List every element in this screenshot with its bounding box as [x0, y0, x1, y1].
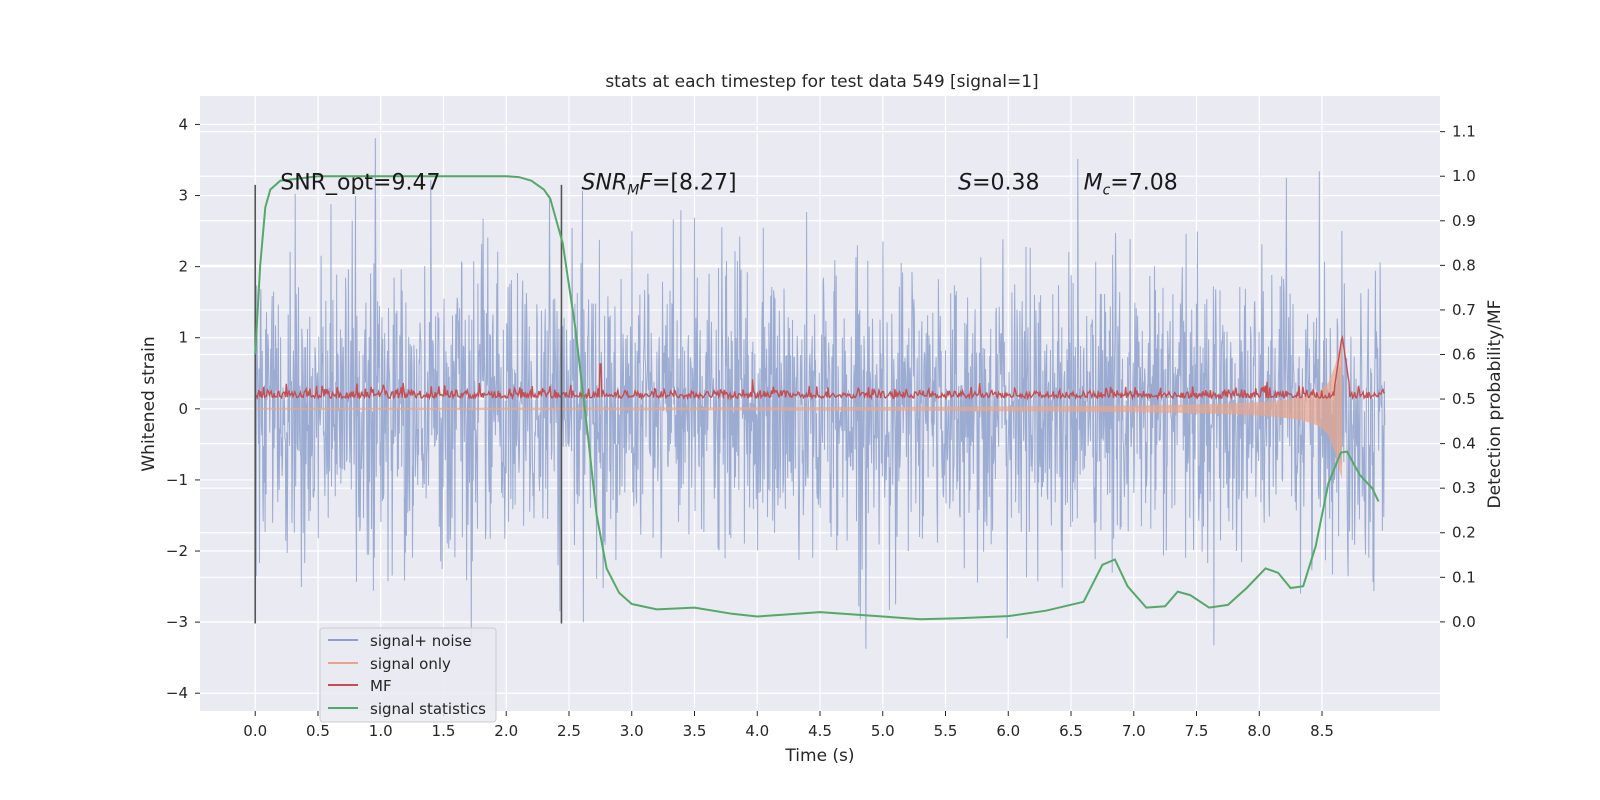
- y-right-tick-label-5: 0.6: [1452, 345, 1476, 363]
- y-left-tick-label-8: −4: [166, 684, 188, 702]
- y-left-tick-label-1: 3: [178, 187, 188, 205]
- x-tick-label-4: 2.0: [494, 722, 518, 740]
- x-tick-label-6: 3.0: [620, 722, 644, 740]
- annotation-s-value: =0.38: [972, 170, 1039, 195]
- x-tick-label-12: 6.0: [996, 722, 1020, 740]
- vertical-markers: [254, 184, 563, 624]
- x-tick-label-7: 3.5: [683, 722, 707, 740]
- y-axis-label-left: Whitened strain: [139, 336, 159, 471]
- y-right-tick-label-3: 0.8: [1452, 256, 1476, 274]
- x-tick-label-13: 6.5: [1059, 722, 1083, 740]
- annotation-snr-mf-var: SNR: [582, 170, 628, 195]
- x-tick-label-1: 0.5: [306, 722, 330, 740]
- y-left-tick-label-4: 0: [178, 400, 188, 418]
- x-tick-label-15: 7.5: [1185, 722, 1209, 740]
- signal-noise-line: [254, 138, 1386, 649]
- y-right-tick-label-11: 0.0: [1452, 613, 1476, 631]
- y-left-tick-label-7: −3: [166, 613, 188, 631]
- legend-box: [319, 627, 497, 723]
- y-right-tick-label-6: 0.5: [1452, 390, 1476, 408]
- x-tick-label-14: 7.0: [1122, 722, 1146, 740]
- y-left-tick-label-5: −1: [166, 471, 188, 489]
- annotation-s: S=0.38: [958, 170, 1039, 195]
- legend-label-signal-only: signal only: [370, 655, 451, 673]
- x-tick-label-17: 8.5: [1310, 722, 1334, 740]
- y-right-tick-label-0: 1.1: [1452, 123, 1476, 141]
- x-tick-label-16: 8.0: [1247, 722, 1271, 740]
- x-tick-label-2: 1.0: [369, 722, 393, 740]
- legend-label-signal-statistics: signal statistics: [370, 700, 486, 718]
- signal-noise-series: [254, 138, 1386, 649]
- signal-only-series: [255, 337, 1343, 480]
- annotation-mc-var: M: [1084, 170, 1103, 195]
- right-axis-ticks: 1.1 1.0 0.9 0.8 0.7 0.6 0.5 0.4 0.3 0.2 0.1 0.0: [1440, 123, 1476, 631]
- y-left-tick-label-6: −2: [166, 542, 188, 560]
- y-right-tick-label-4: 0.7: [1452, 301, 1476, 319]
- x-tick-label-11: 5.5: [934, 722, 958, 740]
- y-right-tick-label-9: 0.2: [1452, 524, 1476, 542]
- y-left-tick-label-0: 4: [178, 115, 188, 133]
- mf-series: [254, 334, 1385, 401]
- x-axis-ticks: 0.0 0.5 1.0 1.5 2.0 2.5 3.0 3.5 4.0 4.5 5.0 5.5 6.0 6…: [243, 711, 1334, 740]
- y-right-tick-label-2: 0.9: [1452, 212, 1476, 230]
- y-left-tick-label-2: 2: [178, 258, 188, 276]
- x-tick-label-10: 5.0: [871, 722, 895, 740]
- y-axis-label-right: Detection probability/MF: [1485, 300, 1505, 509]
- y-right-tick-label-8: 0.3: [1452, 479, 1476, 497]
- legend: signal+ noise signal only MF signal stat…: [319, 627, 497, 723]
- mf-line: [254, 334, 1385, 401]
- y-right-tick-label-10: 0.1: [1452, 568, 1476, 586]
- left-axis-ticks: 4 3 2 1 0 −1 −2 −3 −4: [166, 115, 200, 702]
- y-right-tick-label-1: 1.0: [1452, 167, 1476, 185]
- legend-label-mf: MF: [370, 677, 392, 695]
- x-tick-label-8: 4.0: [745, 722, 769, 740]
- annotation-snr-mf-sub: M: [627, 182, 639, 198]
- x-tick-label-0: 0.0: [243, 722, 267, 740]
- annotation-mc-sub: c: [1103, 182, 1111, 198]
- x-tick-label-3: 1.5: [432, 722, 456, 740]
- annotation-snr-mf-value: =[8.27]: [652, 170, 737, 195]
- x-axis-label: Time (s): [784, 746, 854, 766]
- x-tick-label-9: 4.5: [808, 722, 832, 740]
- annotation-mc: Mc=7.08: [1084, 170, 1178, 198]
- y-right-tick-label-7: 0.4: [1452, 435, 1476, 453]
- y-left-tick-label-3: 1: [178, 329, 188, 347]
- annotation-snr-opt: SNR_opt=9.47: [280, 170, 440, 195]
- signal-only-envelope: [255, 337, 1343, 480]
- annotation-s-var: S: [958, 170, 972, 195]
- annotation-mc-value: =7.08: [1110, 170, 1177, 195]
- x-tick-label-5: 2.5: [557, 722, 581, 740]
- legend-label-signal-noise: signal+ noise: [370, 632, 472, 650]
- signal-statistics-series: [254, 175, 1380, 621]
- annotation-snr-mf: SNRMF=[8.27]: [582, 170, 737, 198]
- signal-statistics-line: [254, 175, 1380, 621]
- chart-title: stats at each timestep for test data 549…: [605, 72, 1038, 92]
- annotation-snr-mf-tail: F: [639, 170, 652, 195]
